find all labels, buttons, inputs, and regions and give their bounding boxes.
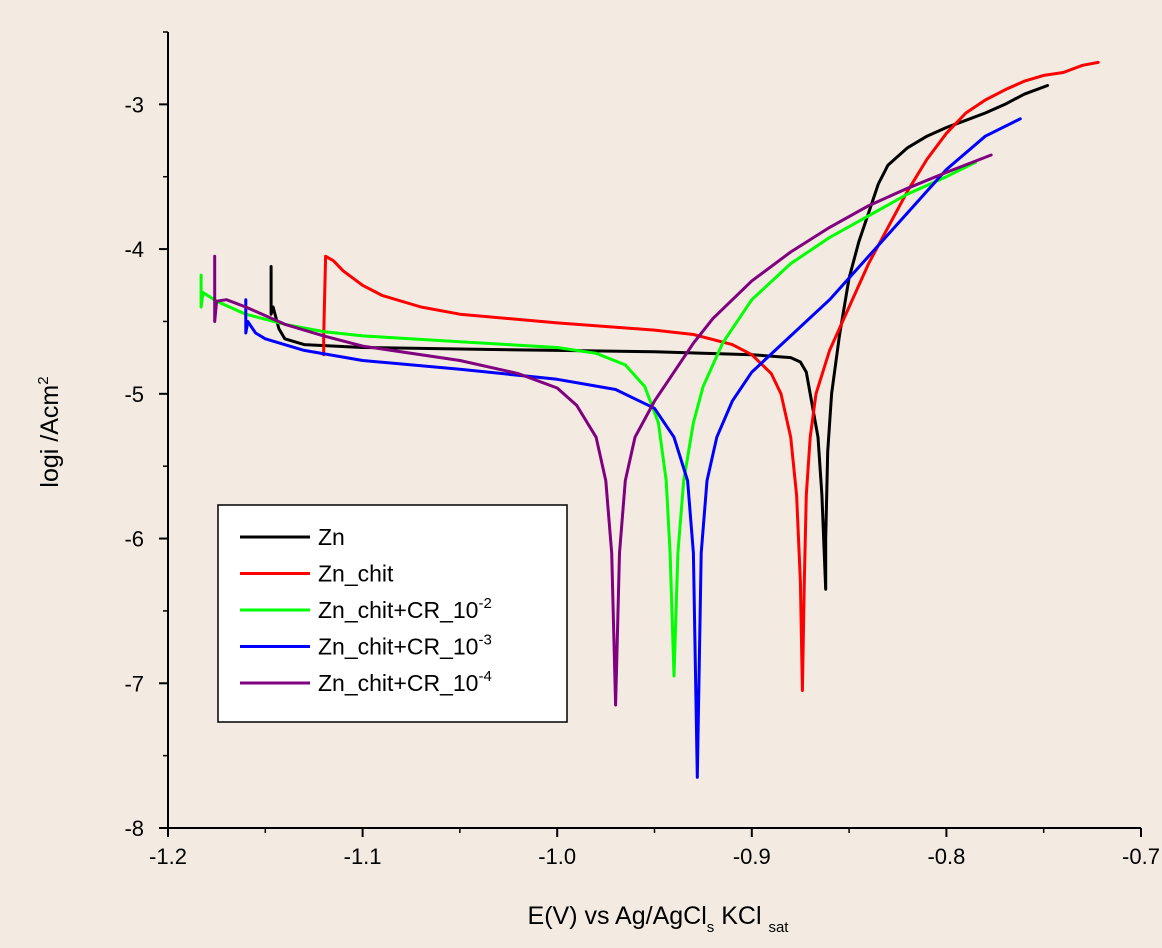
y-tick-label: -4: [124, 237, 144, 262]
series-line-4: [244, 117, 1022, 779]
y-tick-label: -8: [124, 816, 144, 841]
legend-box: [217, 504, 568, 723]
series-line-3: [199, 160, 978, 678]
x-tick-label: -0.9: [733, 844, 771, 869]
y-tick-label: -3: [124, 92, 144, 117]
x-tick-label: -0.7: [1122, 844, 1160, 869]
y-tick-label: -6: [124, 527, 144, 552]
legend-label: Zn: [318, 524, 345, 550]
legend: Zn Zn_chit Zn_chit+CR_10-2 Zn_chit+CR_10-3 Z…: [217, 504, 568, 723]
y-tick-label: -7: [124, 671, 144, 696]
legend-label: Zn_chit: [318, 561, 394, 587]
legend-label: Zn_chit+CR_10-3: [318, 632, 492, 660]
x-tick-label: -1.0: [538, 844, 576, 869]
series-lines: [199, 60, 1100, 779]
x-tick-label: -1.2: [149, 844, 187, 869]
series-line-1: [269, 84, 1050, 591]
series-line-2: [322, 60, 1100, 692]
y-ticks: -8 -7 -6 -5 -4 -3: [124, 31, 168, 841]
x-tick-label: -0.8: [927, 844, 965, 869]
x-ticks: -1.2 -1.1 -1.0 -0.9 -0.8 -0.7: [149, 828, 1160, 869]
y-axis-title: logi /Acm2: [35, 376, 64, 487]
y-tick-label: -5: [124, 382, 144, 407]
x-axis-title: E(V) vs Ag/AgCls KCl sat: [528, 902, 790, 936]
series-line-5: [213, 153, 993, 707]
legend-label: Zn_chit+CR_10-4: [318, 668, 492, 696]
legend-label: Zn_chit+CR_10-2: [318, 595, 492, 623]
x-tick-label: -1.1: [344, 844, 382, 869]
